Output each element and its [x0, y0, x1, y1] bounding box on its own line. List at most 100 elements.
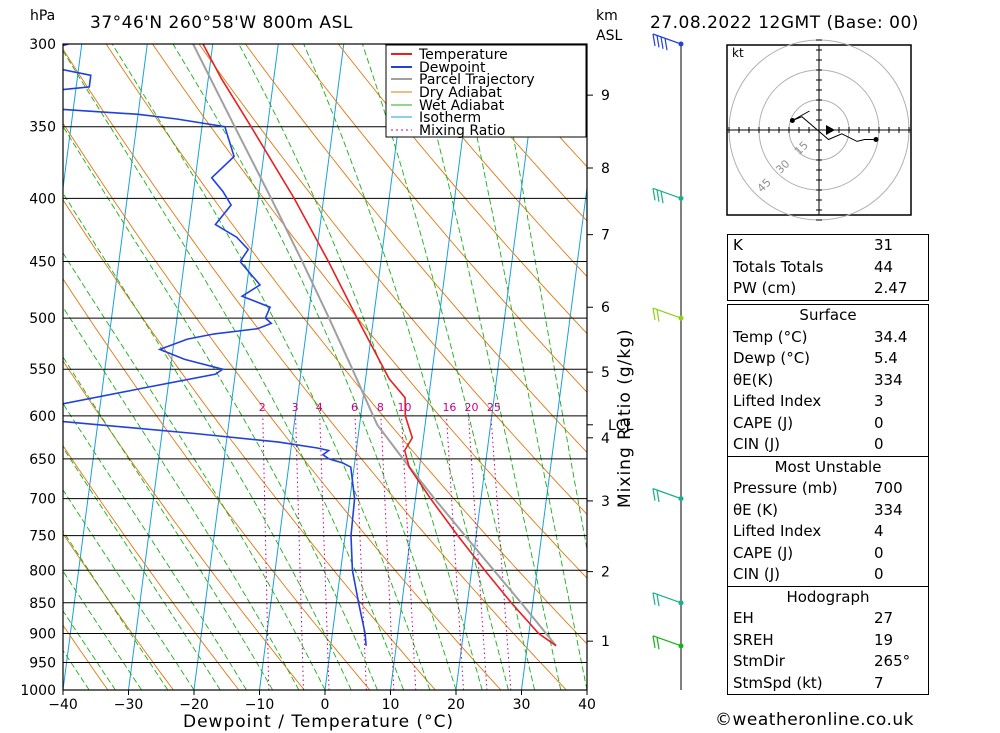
parcel-trajectory-line — [192, 44, 557, 647]
legend-dry-adiabat: Dry Adiabat — [419, 85, 502, 101]
hodograph-start-dot — [789, 118, 795, 123]
x-tick-label: 20 — [447, 697, 465, 713]
pressure-tick-label: 900 — [29, 626, 56, 642]
mixing-ratio-label: 6 — [351, 401, 358, 414]
datetime-title: 27.08.2022 12GMT (Base: 00) — [650, 13, 919, 33]
wind-barb-flag — [656, 309, 660, 322]
x-tick-label: 30 — [513, 697, 531, 713]
x-tick-label: −10 — [245, 697, 275, 713]
isotherm-line — [259, 44, 345, 690]
mixing-ratio-label: 2 — [259, 401, 266, 414]
isotherm-line — [0, 44, 16, 690]
wind-barb-flag — [664, 38, 668, 51]
mixing-ratio-line — [262, 415, 270, 690]
wind-barb-staff — [652, 187, 682, 199]
hodograph-end-dot — [873, 137, 879, 142]
x-tick-label: 10 — [382, 697, 400, 713]
isotherm-line — [63, 44, 83, 192]
mixing-ratio-line — [467, 415, 488, 690]
mixing-ratio-label: 4 — [316, 401, 323, 414]
asl-unit-label: ASL — [596, 28, 622, 44]
pressure-tick-label: 450 — [29, 255, 56, 271]
altitude-tick-label: 6 — [601, 300, 610, 316]
wind-barb — [652, 592, 682, 607]
x-tick-label: 0 — [321, 697, 330, 713]
mixing-ratio-line — [380, 415, 395, 690]
most-unstable-title: Most Unstable — [774, 457, 882, 476]
wind-barb — [652, 187, 682, 204]
x-tick-label: 40 — [578, 697, 596, 713]
hodo-eh: EH 27 — [733, 609, 894, 627]
isotherm-line — [390, 44, 476, 690]
wind-barb-flag — [656, 489, 660, 503]
wet-adiabat — [63, 530, 169, 690]
x-tick-label: −20 — [179, 697, 209, 713]
pressure-tick-label: 850 — [29, 596, 56, 612]
wet-adiabat — [63, 306, 300, 690]
wind-barb-staff — [652, 488, 682, 500]
wind-barb — [652, 635, 682, 650]
wind-barb-flag — [652, 33, 656, 47]
legend-wet-adiabat: Wet Adiabat — [419, 98, 505, 114]
isotherm-line — [653, 44, 737, 690]
location-title: 37°46'N 260°58'W 800m ASL — [90, 13, 353, 33]
isotherm-line — [128, 44, 214, 690]
surface-cape: CAPE (J) 0 — [733, 413, 884, 432]
dry-adiabat — [942, 44, 1000, 690]
wind-barb-flag — [652, 188, 656, 201]
altitude-tick-label: 4 — [601, 431, 610, 447]
isotherm-line — [63, 44, 148, 690]
altitude-tick-label: 1 — [601, 634, 610, 650]
index-row-totals: Totals Totals 44 — [733, 257, 894, 276]
legend-dewpoint: Dewpoint — [419, 60, 486, 76]
surface-lifted: Lifted Index 3 — [733, 392, 884, 410]
mu-lifted: Lifted Index 4 — [733, 522, 884, 540]
mixing-ratio-label: 8 — [377, 401, 384, 414]
axis-ticks: 2 3 4 6 8 10 16 20 25300350400450500550600650700… — [20, 37, 633, 713]
hodo-stmdir: StmDir 265° — [733, 652, 911, 670]
pressure-tick-label: 950 — [29, 655, 56, 671]
pressure-tick-label: 400 — [29, 191, 56, 207]
index-row-k: K 31 — [733, 236, 894, 254]
altitude-tick-label: 2 — [601, 565, 610, 581]
temperature-line — [202, 44, 557, 647]
dewpoint-line — [63, 44, 367, 646]
isotherm-line — [455, 44, 541, 690]
hodo-sreh: SREH 19 — [733, 630, 894, 649]
wind-barb-flag — [660, 191, 664, 204]
isotherm-line — [193, 44, 279, 690]
dry-adiabat — [337, 44, 587, 335]
hodograph-title: Hodograph — [786, 587, 870, 606]
altitude-tick-label: 9 — [601, 88, 610, 104]
storm-motion-marker — [826, 125, 835, 135]
dry-adiabat — [384, 44, 587, 278]
x-tick-label: −30 — [114, 697, 144, 713]
isotherm-line — [324, 44, 410, 690]
pressure-tick-label: 550 — [29, 362, 56, 378]
altitude-tick-label: 5 — [601, 365, 610, 381]
wind-barb — [652, 488, 682, 503]
dry-adiabat — [63, 122, 502, 690]
wet-adiabat — [63, 610, 116, 690]
pressure-tick-label: 650 — [29, 452, 56, 468]
legend-isotherm: Isotherm — [419, 110, 481, 126]
mixing-ratio-line — [319, 415, 330, 690]
mixing-ratio-line — [354, 415, 367, 690]
wind-barb-staff — [652, 33, 682, 45]
sounding-profiles — [63, 44, 557, 647]
mu-cape: CAPE (J) 0 — [733, 543, 884, 562]
mixing-ratio-label: 25 — [487, 401, 501, 414]
pressure-tick-label: 750 — [29, 529, 56, 545]
dry-adiabat — [291, 44, 587, 393]
dry-adiabat — [63, 532, 174, 690]
wind-barb-staff — [652, 307, 682, 319]
dry-adiabat — [245, 44, 587, 454]
dry-adiabat — [430, 44, 587, 222]
lcl-label: LCL — [608, 418, 634, 434]
index-row-pw: PW (cm) 2.47 — [733, 279, 908, 297]
wind-barb-flag — [652, 307, 656, 321]
surface-dewp: Dewp (°C) 5.4 — [733, 349, 898, 367]
pressure-tick-label: 350 — [29, 120, 56, 136]
mixing-ratio-line — [401, 415, 417, 690]
